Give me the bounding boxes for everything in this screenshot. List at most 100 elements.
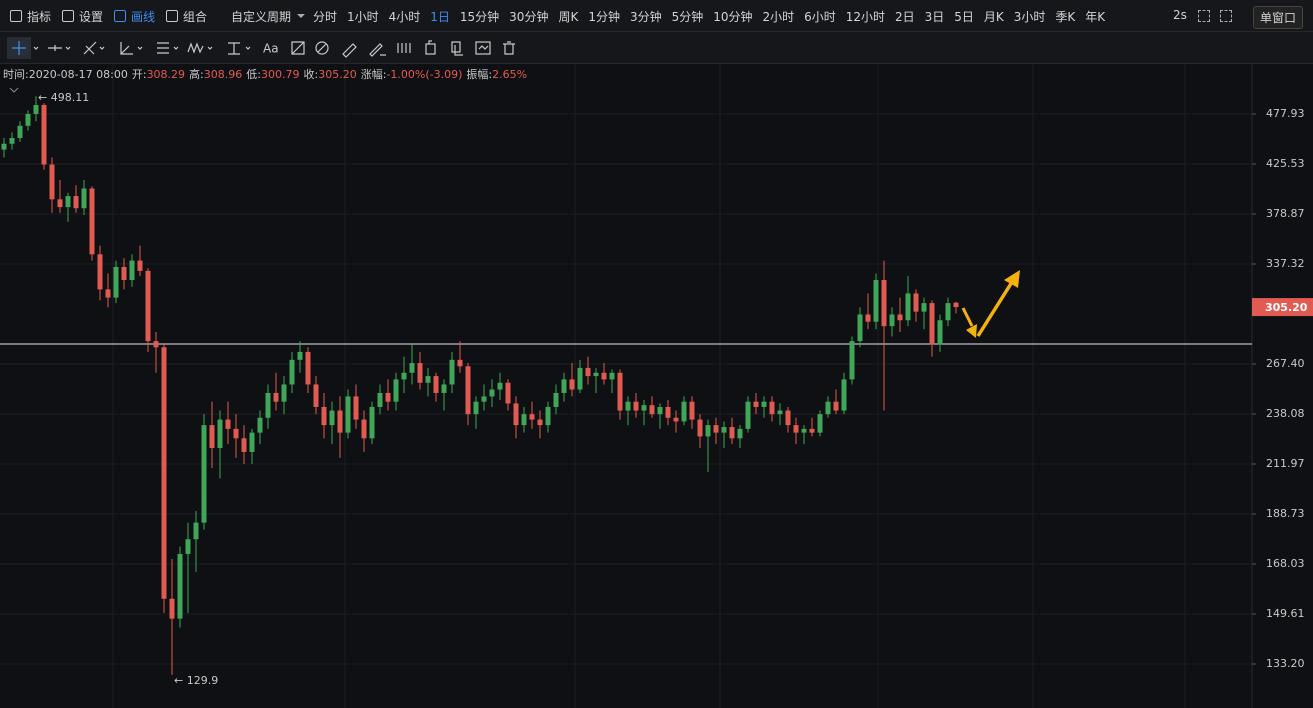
period-button[interactable]: 1日 [430, 10, 450, 24]
candle-body [729, 426, 735, 439]
candle-body [513, 403, 519, 426]
candle-body [353, 396, 359, 420]
candle-body [737, 428, 743, 439]
period-button[interactable]: 5分钟 [671, 10, 704, 24]
period-button[interactable]: 分时 [313, 10, 338, 24]
period-button[interactable]: 3日 [924, 10, 945, 24]
period-button[interactable]: 2小时 [762, 10, 795, 24]
candle-body [697, 419, 703, 437]
period-button[interactable]: 10分钟 [713, 10, 753, 24]
candle-body [121, 266, 127, 281]
y-tick-label: 425.53 [1266, 157, 1305, 170]
candle-body [681, 401, 687, 422]
candle-body [673, 417, 679, 422]
y-tick-label: 168.03 [1266, 557, 1305, 570]
candle-body [937, 320, 943, 345]
tool-button[interactable]: 组合 [183, 10, 208, 24]
candle-body [417, 363, 423, 383]
tool-button[interactable]: 画线 [131, 10, 156, 24]
candle-body [73, 196, 79, 209]
tool-button[interactable]: 设置 [79, 10, 104, 24]
candle-body [761, 401, 767, 407]
candle-body [377, 392, 383, 407]
candle-body [905, 293, 911, 321]
y-tick-label: 149.61 [1266, 607, 1305, 620]
candle-body [857, 314, 863, 342]
candle-body [569, 379, 575, 390]
period-button[interactable]: 4小时 [388, 10, 421, 24]
candle-body [545, 406, 551, 426]
period-button[interactable]: 6小时 [804, 10, 836, 24]
candle-body [137, 260, 143, 271]
candle-body [873, 280, 879, 322]
period-button[interactable]: 月K [983, 10, 1004, 24]
candle-body [849, 341, 855, 380]
candle-body [785, 410, 791, 426]
chart: 477.93 425.53 378.87 337.32 267.40 238.08 211.… [0, 64, 1313, 708]
candle-body [193, 522, 199, 540]
period-button[interactable]: 3小时 [1013, 10, 1046, 24]
tool-button[interactable]: 指标 [27, 10, 52, 24]
custom-period[interactable]: 自定义周期 [231, 10, 292, 24]
candle-body [465, 366, 471, 415]
candle-body [625, 401, 631, 411]
candle-body [889, 314, 895, 327]
candle-body [369, 406, 375, 439]
candle-body [233, 428, 239, 439]
period-button[interactable]: 年K [1085, 10, 1106, 24]
annotation-arrows [961, 270, 1020, 338]
period-button[interactable]: 30分钟 [509, 10, 549, 24]
info-label: 时间: [3, 68, 29, 81]
candle-body [1, 143, 7, 150]
y-tick-label: 378.87 [1266, 207, 1305, 220]
candle-body [657, 406, 663, 415]
min-label: ← 129.9 [174, 674, 218, 687]
y-tick-label: 267.40 [1266, 357, 1305, 370]
period-button[interactable]: 5日 [954, 10, 974, 24]
candle-body [593, 372, 599, 377]
period-button[interactable]: 2日 [895, 10, 915, 24]
candle-body [385, 392, 391, 402]
candle-body [801, 428, 807, 433]
period-button[interactable]: 3分钟 [629, 10, 662, 24]
candle-body [313, 384, 319, 407]
text-tool[interactable]: Aa [263, 42, 279, 56]
candle-body [433, 376, 439, 393]
candle-body [145, 270, 151, 342]
candle-body [825, 401, 831, 415]
candle-body [361, 419, 367, 439]
candle-body [105, 289, 111, 298]
candle-body [833, 401, 839, 411]
period-button[interactable]: 季K [1055, 10, 1076, 24]
tool-icon [62, 10, 74, 22]
window-icon[interactable] [1198, 10, 1210, 22]
candle-body [217, 419, 223, 448]
axis-bg [1252, 64, 1313, 708]
window-icon[interactable] [1220, 10, 1232, 22]
period-button[interactable]: 12小时 [845, 10, 886, 24]
period-button[interactable]: 15分钟 [459, 10, 500, 24]
candle-body [865, 314, 871, 322]
candle-body [401, 372, 407, 380]
candle-body [49, 164, 55, 200]
candle-body [297, 351, 303, 360]
candle-body [489, 389, 495, 397]
candle-body [561, 379, 567, 393]
window-select[interactable]: 单窗口 [1252, 6, 1303, 29]
candle-body [33, 105, 39, 114]
candle-body [529, 414, 535, 420]
period-button[interactable]: 1分钟 [588, 10, 620, 24]
period-button[interactable]: 周K [558, 10, 579, 24]
candle-body [225, 419, 231, 429]
candle-body [57, 199, 63, 208]
info-label: 开: [131, 68, 147, 81]
candle-body [265, 392, 271, 418]
info-value: 2020-08-17 08:00 [28, 68, 128, 81]
drawing-toolbar: Aa [0, 32, 1313, 64]
refresh-rate[interactable]: 2s [1173, 8, 1187, 22]
candle-body [81, 188, 87, 209]
info-label: 振幅: [466, 68, 493, 81]
period-button[interactable]: 1小时 [347, 10, 379, 24]
candle-body [929, 303, 935, 345]
